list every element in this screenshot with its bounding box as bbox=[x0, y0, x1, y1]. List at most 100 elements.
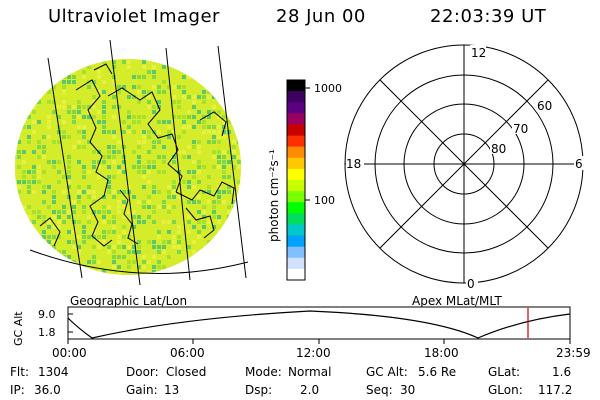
uv-pixel bbox=[92, 260, 96, 264]
uv-pixel bbox=[15, 155, 16, 159]
uv-pixel bbox=[192, 115, 196, 119]
uv-pixel bbox=[132, 210, 136, 214]
uv-pixel bbox=[27, 140, 31, 144]
uv-pixel bbox=[42, 145, 46, 149]
uv-pixel bbox=[87, 85, 91, 89]
uv-pixel bbox=[132, 195, 136, 199]
uv-pixel bbox=[182, 120, 186, 124]
uv-pixel bbox=[192, 250, 196, 254]
uv-pixel bbox=[207, 220, 211, 224]
uv-pixel bbox=[197, 120, 201, 124]
instrument-title: Ultraviolet Imager bbox=[48, 6, 220, 27]
uv-pixel bbox=[62, 90, 66, 94]
uv-pixel bbox=[47, 120, 51, 124]
uv-pixel bbox=[67, 240, 71, 244]
uv-pixel bbox=[182, 90, 186, 94]
uv-pixel bbox=[152, 255, 156, 259]
uv-pixel bbox=[157, 90, 161, 94]
uv-pixel bbox=[222, 190, 226, 194]
uv-pixel bbox=[192, 175, 196, 179]
uv-pixel bbox=[232, 155, 236, 159]
uv-pixel bbox=[97, 260, 101, 264]
uv-pixel bbox=[172, 160, 176, 164]
uv-pixel bbox=[212, 210, 216, 214]
uv-pixel bbox=[47, 235, 51, 239]
uv-pixel bbox=[142, 75, 146, 79]
uv-pixel bbox=[107, 150, 111, 154]
uv-pixel bbox=[222, 170, 226, 174]
uv-pixel bbox=[172, 130, 176, 134]
uv-pixel bbox=[147, 105, 151, 109]
uv-pixel bbox=[67, 135, 71, 139]
uv-pixel bbox=[112, 160, 116, 164]
uv-pixel bbox=[122, 130, 126, 134]
colorbar-band bbox=[287, 191, 305, 203]
uv-pixel bbox=[117, 140, 121, 144]
uv-pixel bbox=[217, 140, 221, 144]
uv-pixel bbox=[102, 115, 106, 119]
uv-pixel bbox=[132, 165, 136, 169]
uv-pixel bbox=[147, 205, 151, 209]
uv-pixel bbox=[182, 75, 186, 79]
uv-pixel bbox=[122, 60, 126, 64]
uv-pixel bbox=[182, 85, 186, 89]
uv-pixel bbox=[37, 120, 41, 124]
uv-pixel bbox=[147, 95, 151, 99]
uv-pixel bbox=[207, 190, 211, 194]
uv-pixel bbox=[17, 155, 21, 159]
uv-pixel bbox=[142, 115, 146, 119]
uv-pixel bbox=[47, 125, 51, 129]
uv-pixel bbox=[147, 200, 151, 204]
uv-pixel bbox=[87, 115, 91, 119]
uv-pixel bbox=[177, 225, 181, 229]
uv-pixel bbox=[152, 245, 156, 249]
uv-pixel bbox=[142, 90, 146, 94]
uv-pixel bbox=[132, 95, 136, 99]
uv-pixel bbox=[127, 115, 131, 119]
uv-pixel bbox=[147, 135, 151, 139]
uv-pixel bbox=[62, 80, 66, 84]
uv-pixel bbox=[112, 225, 116, 229]
uv-pixel bbox=[107, 220, 111, 224]
uv-pixel bbox=[57, 215, 61, 219]
uv-pixel bbox=[112, 75, 116, 79]
colorbar-band bbox=[287, 146, 305, 159]
door-label: Door: bbox=[126, 365, 159, 379]
uv-pixel bbox=[62, 85, 66, 89]
glon-label: GLon: bbox=[488, 383, 523, 397]
uv-pixel bbox=[202, 225, 206, 229]
uv-pixel bbox=[77, 145, 81, 149]
uv-pixel bbox=[102, 210, 106, 214]
meridian-line bbox=[217, 45, 247, 279]
uv-pixel bbox=[17, 140, 21, 144]
uv-pixel bbox=[152, 85, 156, 89]
uv-pixel bbox=[172, 220, 176, 224]
uv-pixel bbox=[207, 185, 211, 189]
uv-pixel bbox=[152, 145, 156, 149]
uv-pixel bbox=[162, 65, 166, 69]
uv-pixel bbox=[32, 150, 36, 154]
uv-pixel bbox=[92, 80, 96, 84]
uv-pixel bbox=[197, 95, 201, 99]
uv-pixel bbox=[97, 110, 101, 114]
uv-pixel bbox=[197, 200, 201, 204]
uv-pixel bbox=[87, 105, 91, 109]
uv-pixel bbox=[47, 220, 51, 224]
uv-pixel bbox=[77, 185, 81, 189]
uv-pixel bbox=[87, 140, 91, 144]
uv-pixel bbox=[107, 180, 111, 184]
altitude-tick-1.8: 1.8 bbox=[38, 326, 56, 339]
uv-pixel bbox=[82, 210, 86, 214]
uv-pixel bbox=[82, 75, 86, 79]
uv-pixel bbox=[37, 140, 41, 144]
uv-pixel bbox=[132, 120, 136, 124]
uv-pixel bbox=[77, 160, 81, 164]
mlt-label-6: 6 bbox=[575, 157, 583, 171]
dsp-value: 2.0 bbox=[300, 383, 320, 397]
uv-pixel bbox=[117, 85, 121, 89]
uv-pixel bbox=[47, 160, 51, 164]
uv-pixel bbox=[82, 190, 86, 194]
uv-pixel bbox=[112, 115, 116, 119]
